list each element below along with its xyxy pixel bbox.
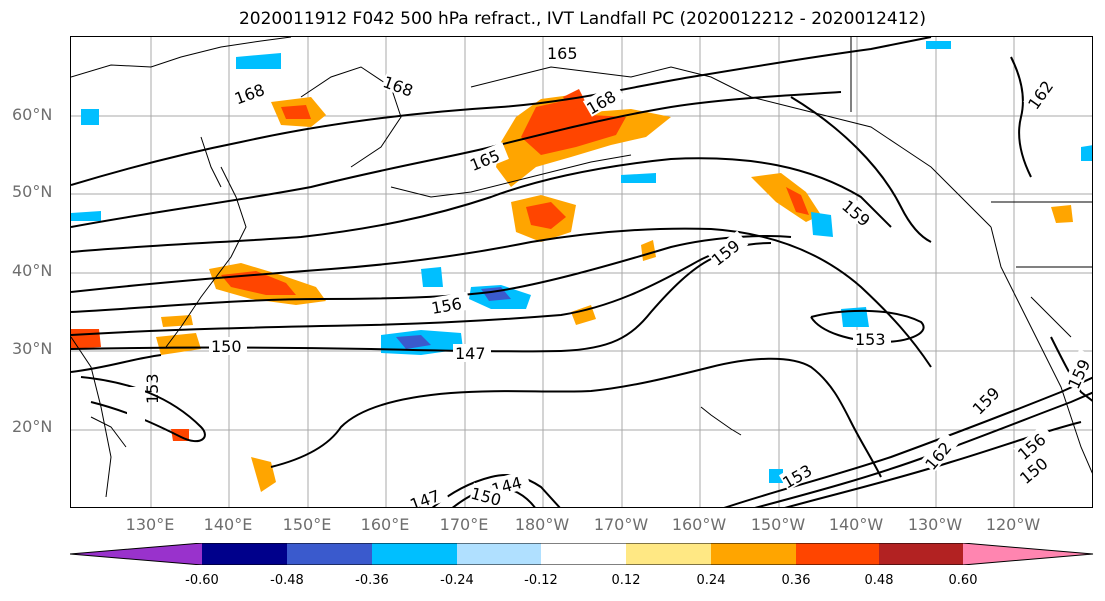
shading-patch <box>926 41 951 49</box>
colorbar-bin <box>457 543 541 565</box>
contour-line <box>1010 56 1032 178</box>
contour-label: 168 <box>232 80 267 108</box>
contour-label: 165 <box>547 44 578 63</box>
colorbar-bin <box>70 543 202 565</box>
shading-patch <box>1081 145 1092 161</box>
colorbar-tick-label: -0.24 <box>440 573 474 588</box>
colorbar-bin <box>626 543 711 565</box>
colorbar-tick-label: 0.24 <box>696 573 726 588</box>
colorbar-bin <box>879 543 963 565</box>
shading-patch <box>811 212 833 237</box>
coastline-north-america <box>990 226 1092 474</box>
shading-patch <box>71 211 101 221</box>
lon-label-170e: 170°E <box>439 515 489 534</box>
shading-patch <box>421 267 443 287</box>
colorbar <box>70 543 1094 565</box>
colorbar-bin <box>202 543 287 565</box>
lat-label-30n: 30°N <box>12 339 53 358</box>
shading-negative <box>71 41 1092 483</box>
contour-line <box>71 242 772 336</box>
contour-line <box>71 354 162 373</box>
contour-line <box>431 474 561 507</box>
contour-label: 150 <box>211 337 242 356</box>
coastline-china <box>71 336 112 498</box>
lat-label-60n: 60°N <box>12 105 53 124</box>
coastline-asia <box>71 37 292 78</box>
map-title: 2020011912 F042 500 hPa refract., IVT La… <box>238 9 926 29</box>
lat-label-40n: 40°N <box>12 261 53 280</box>
contour-line <box>71 235 792 313</box>
contour-line <box>1050 336 1092 402</box>
lon-label-180w: 180°W <box>514 515 570 534</box>
lon-label-140w: 140°W <box>828 515 884 534</box>
border-state <box>1030 296 1072 338</box>
contour-line <box>790 96 932 243</box>
lat-label-20n: 20°N <box>12 417 53 436</box>
shading-patch <box>71 329 101 349</box>
lon-label-130e: 130°E <box>125 515 175 534</box>
lon-label-160e: 160°E <box>360 515 410 534</box>
colorbar-bin <box>541 543 626 565</box>
lat-label-50n: 50°N <box>12 182 53 201</box>
shading-positive <box>71 89 1073 492</box>
contour-line <box>71 227 932 368</box>
colorbar-bin <box>372 543 457 565</box>
contours <box>71 37 1092 507</box>
shading-patch <box>563 89 586 111</box>
shading-patch <box>1051 205 1073 223</box>
contour-label: 147 <box>455 344 486 363</box>
contour-label: 153 <box>855 330 886 349</box>
contour-label: 156 <box>430 294 463 318</box>
coastline-aleutians <box>390 154 632 198</box>
contour-line <box>810 309 925 344</box>
contour-line <box>723 376 1092 507</box>
lon-label-160w: 160°W <box>671 515 727 534</box>
shading-patch <box>526 202 566 229</box>
shading-patch <box>621 173 656 183</box>
shading-patch <box>769 469 783 483</box>
shading-patch <box>81 109 99 125</box>
lon-label-140e: 140°E <box>203 515 253 534</box>
colorbar-tick-label: 0.12 <box>611 573 641 588</box>
coastline-sakhalin <box>200 136 222 188</box>
shading-patch <box>281 105 311 119</box>
coastline-japan <box>165 166 247 348</box>
lon-label-150w: 150°W <box>750 515 806 534</box>
lon-label-170w: 170°W <box>593 515 649 534</box>
colorbar-bin <box>711 543 796 565</box>
lon-label-150e: 150°E <box>282 515 332 534</box>
colorbar-outline <box>70 543 1094 565</box>
coastlines <box>71 37 1092 498</box>
lon-label-120w: 120°W <box>985 515 1041 534</box>
shading-patch <box>156 333 201 355</box>
colorbar-tick-label: -0.12 <box>524 573 558 588</box>
colorbar-bin <box>963 543 1093 565</box>
shading-patch <box>396 335 431 349</box>
colorbar-bin <box>287 543 372 565</box>
shading-patch <box>571 305 596 325</box>
coastline-philippines <box>90 416 127 448</box>
contour-label: 153 <box>143 373 162 404</box>
shading-patch <box>786 187 809 215</box>
shading-patch <box>236 53 281 69</box>
shading-patch <box>251 457 276 492</box>
colorbar-tick-label: -0.36 <box>355 573 389 588</box>
colorbar-tick-label: -0.48 <box>270 573 304 588</box>
coastline-hawaii <box>700 406 742 436</box>
shading-patch <box>161 315 193 327</box>
shading-patch <box>641 240 656 261</box>
contour-label: 150 <box>469 484 503 508</box>
contour-line <box>270 357 882 478</box>
contour-line <box>71 37 932 186</box>
colorbar-bin <box>796 543 879 565</box>
colorbar-tick-label: 0.48 <box>864 573 894 588</box>
contour-line <box>71 157 892 253</box>
lon-label-130w: 130°W <box>907 515 963 534</box>
colorbar-tick-label: -0.60 <box>185 573 219 588</box>
shading-patch <box>751 173 821 222</box>
colorbar-tick-label: 0.60 <box>948 573 978 588</box>
colorbar-tick-label: 0.36 <box>781 573 811 588</box>
coastline-alaska <box>470 66 992 228</box>
map-panel: 165 168 168 168 165 162 159 159 156 153 … <box>70 36 1093 508</box>
